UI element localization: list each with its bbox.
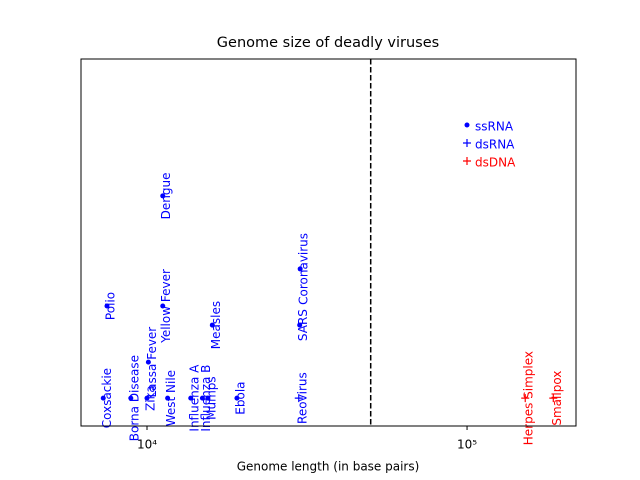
x-tick-label: 10⁴ bbox=[137, 438, 157, 452]
point bbox=[104, 303, 110, 309]
legend-marker bbox=[463, 157, 471, 165]
point bbox=[165, 395, 171, 401]
point bbox=[294, 394, 303, 403]
point bbox=[297, 266, 303, 272]
legend-label: ssRNA bbox=[475, 120, 514, 134]
point-label: Coronavirus bbox=[297, 233, 311, 305]
point bbox=[160, 303, 166, 309]
point bbox=[297, 322, 303, 328]
point-label: Influenza A bbox=[187, 364, 201, 432]
plot-frame bbox=[80, 58, 577, 427]
point bbox=[209, 322, 215, 328]
legend-label: dsRNA bbox=[475, 138, 515, 152]
point bbox=[144, 395, 150, 401]
point bbox=[549, 394, 558, 403]
point-label: West Nile bbox=[164, 370, 178, 426]
point bbox=[521, 394, 530, 403]
point-label: Smallpox bbox=[550, 371, 564, 426]
point bbox=[205, 395, 211, 401]
legend-marker bbox=[464, 122, 470, 128]
point-label: Mumps bbox=[204, 376, 218, 420]
point-label: Ebola bbox=[233, 381, 247, 414]
point bbox=[199, 395, 205, 401]
point bbox=[100, 395, 106, 401]
point bbox=[234, 395, 240, 401]
legend-marker bbox=[463, 139, 471, 147]
point-label: Reovirus bbox=[295, 372, 309, 424]
x-axis-label: Genome length (in base pairs) bbox=[237, 460, 420, 474]
x-tick-label: 10⁵ bbox=[457, 438, 477, 452]
point bbox=[145, 359, 151, 365]
point-label: Zika bbox=[143, 385, 157, 411]
point-label: Coxsackie bbox=[100, 368, 114, 428]
point-label: Polio bbox=[104, 292, 118, 320]
point bbox=[128, 395, 134, 401]
point-label: Measles bbox=[209, 301, 223, 349]
point-label: Borna Disease bbox=[127, 355, 141, 441]
point-label: SARS bbox=[296, 309, 310, 341]
point bbox=[160, 193, 166, 199]
chart-title: Genome size of deadly viruses bbox=[217, 35, 439, 51]
point-label: Lassa Fever bbox=[145, 327, 159, 398]
legend-label: dsDNA bbox=[475, 156, 516, 170]
point bbox=[188, 395, 194, 401]
point-label: Dengue bbox=[159, 172, 173, 219]
point-label: Herpes Simplex bbox=[522, 351, 536, 445]
point-label: Yellow Fever bbox=[159, 269, 173, 344]
